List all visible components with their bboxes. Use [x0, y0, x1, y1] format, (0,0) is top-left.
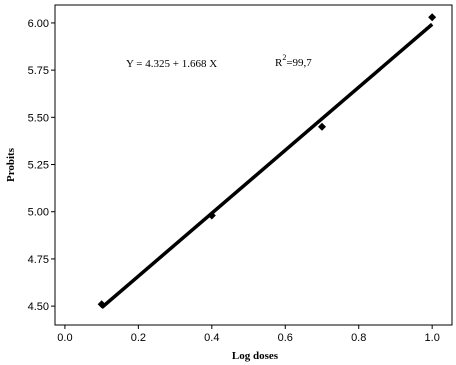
x-tick-label: 0.4: [204, 332, 219, 344]
data-point: [207, 211, 216, 220]
r-squared-sup: 2: [282, 53, 286, 62]
plot-frame: [54, 4, 453, 326]
x-tick-label: 1.0: [425, 332, 440, 344]
x-tick-label: 0.2: [131, 332, 146, 344]
y-axis-label: Probits: [5, 147, 17, 182]
x-tick-label: 0.6: [278, 332, 293, 344]
r-squared-rest: =99,7: [286, 57, 312, 69]
y-tick-label: 5.75: [28, 65, 49, 77]
data-point: [428, 13, 437, 22]
x-axis-label: Log doses: [232, 350, 279, 362]
x-tick-label: 0.0: [57, 332, 72, 344]
fit-line: [100, 22, 434, 309]
y-tick-label: 5.25: [28, 160, 49, 172]
x-tick-label: 0.8: [351, 332, 366, 344]
equation: Y = 4.325 + 1.668 X: [126, 58, 217, 70]
r-squared: R2=99,7: [275, 53, 312, 69]
y-tick-label: 6.00: [28, 18, 49, 30]
data-point: [317, 122, 326, 131]
y-tick-label: 4.75: [28, 254, 49, 266]
data-point: [97, 300, 106, 309]
r-squared-base: R: [275, 57, 283, 69]
y-tick-label: 4.50: [28, 301, 49, 313]
y-tick-label: 5.00: [28, 207, 49, 219]
y-tick-label: 5.50: [28, 112, 49, 124]
